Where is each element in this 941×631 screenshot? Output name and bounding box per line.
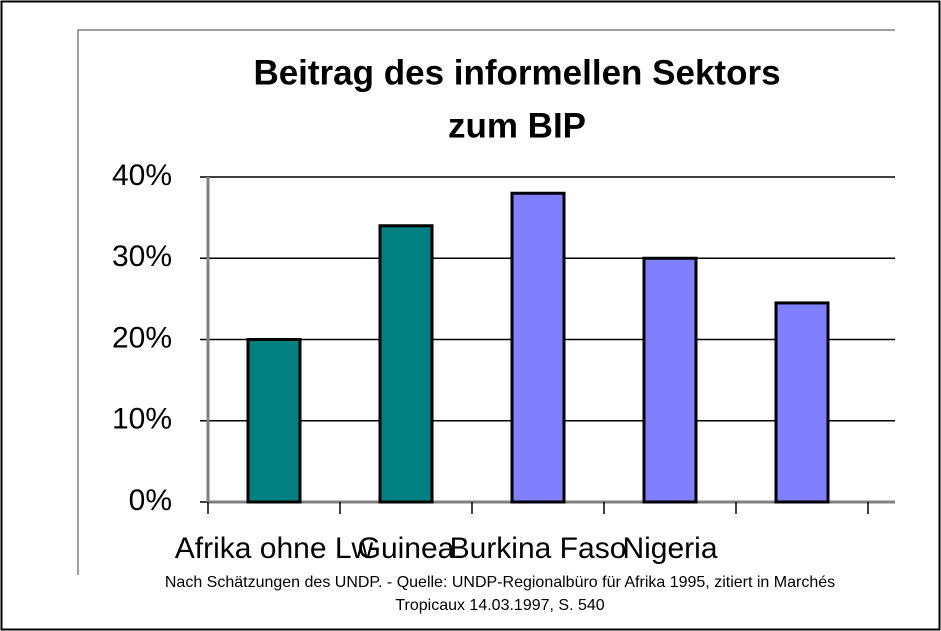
caption: Tropicaux 14.03.1997, S. 540: [395, 597, 604, 614]
bar: [510, 191, 566, 504]
x-tick-label: Guinea: [358, 532, 455, 565]
y-tick-label: 10%: [112, 403, 172, 436]
bar: [246, 338, 302, 504]
y-tick-label: 30%: [112, 240, 172, 273]
bar: [642, 256, 698, 504]
x-tick-label: Nigeria: [622, 532, 717, 565]
caption: Nach Schätzungen des UNDP. - Quelle: UND…: [165, 574, 835, 591]
bar: [378, 224, 434, 504]
chart-title: zum BIP: [448, 106, 586, 145]
chart-area-border: [77, 29, 895, 575]
y-tick-label: 0%: [129, 484, 172, 517]
x-tick-label: Afrika ohne Lw: [175, 532, 374, 565]
bar: [774, 301, 830, 504]
chart-title: Beitrag des informellen Sektors: [253, 53, 780, 92]
y-tick-label: 20%: [112, 321, 172, 354]
x-tick-label: Burkina Faso: [450, 532, 627, 565]
y-tick-label: 40%: [112, 159, 172, 192]
